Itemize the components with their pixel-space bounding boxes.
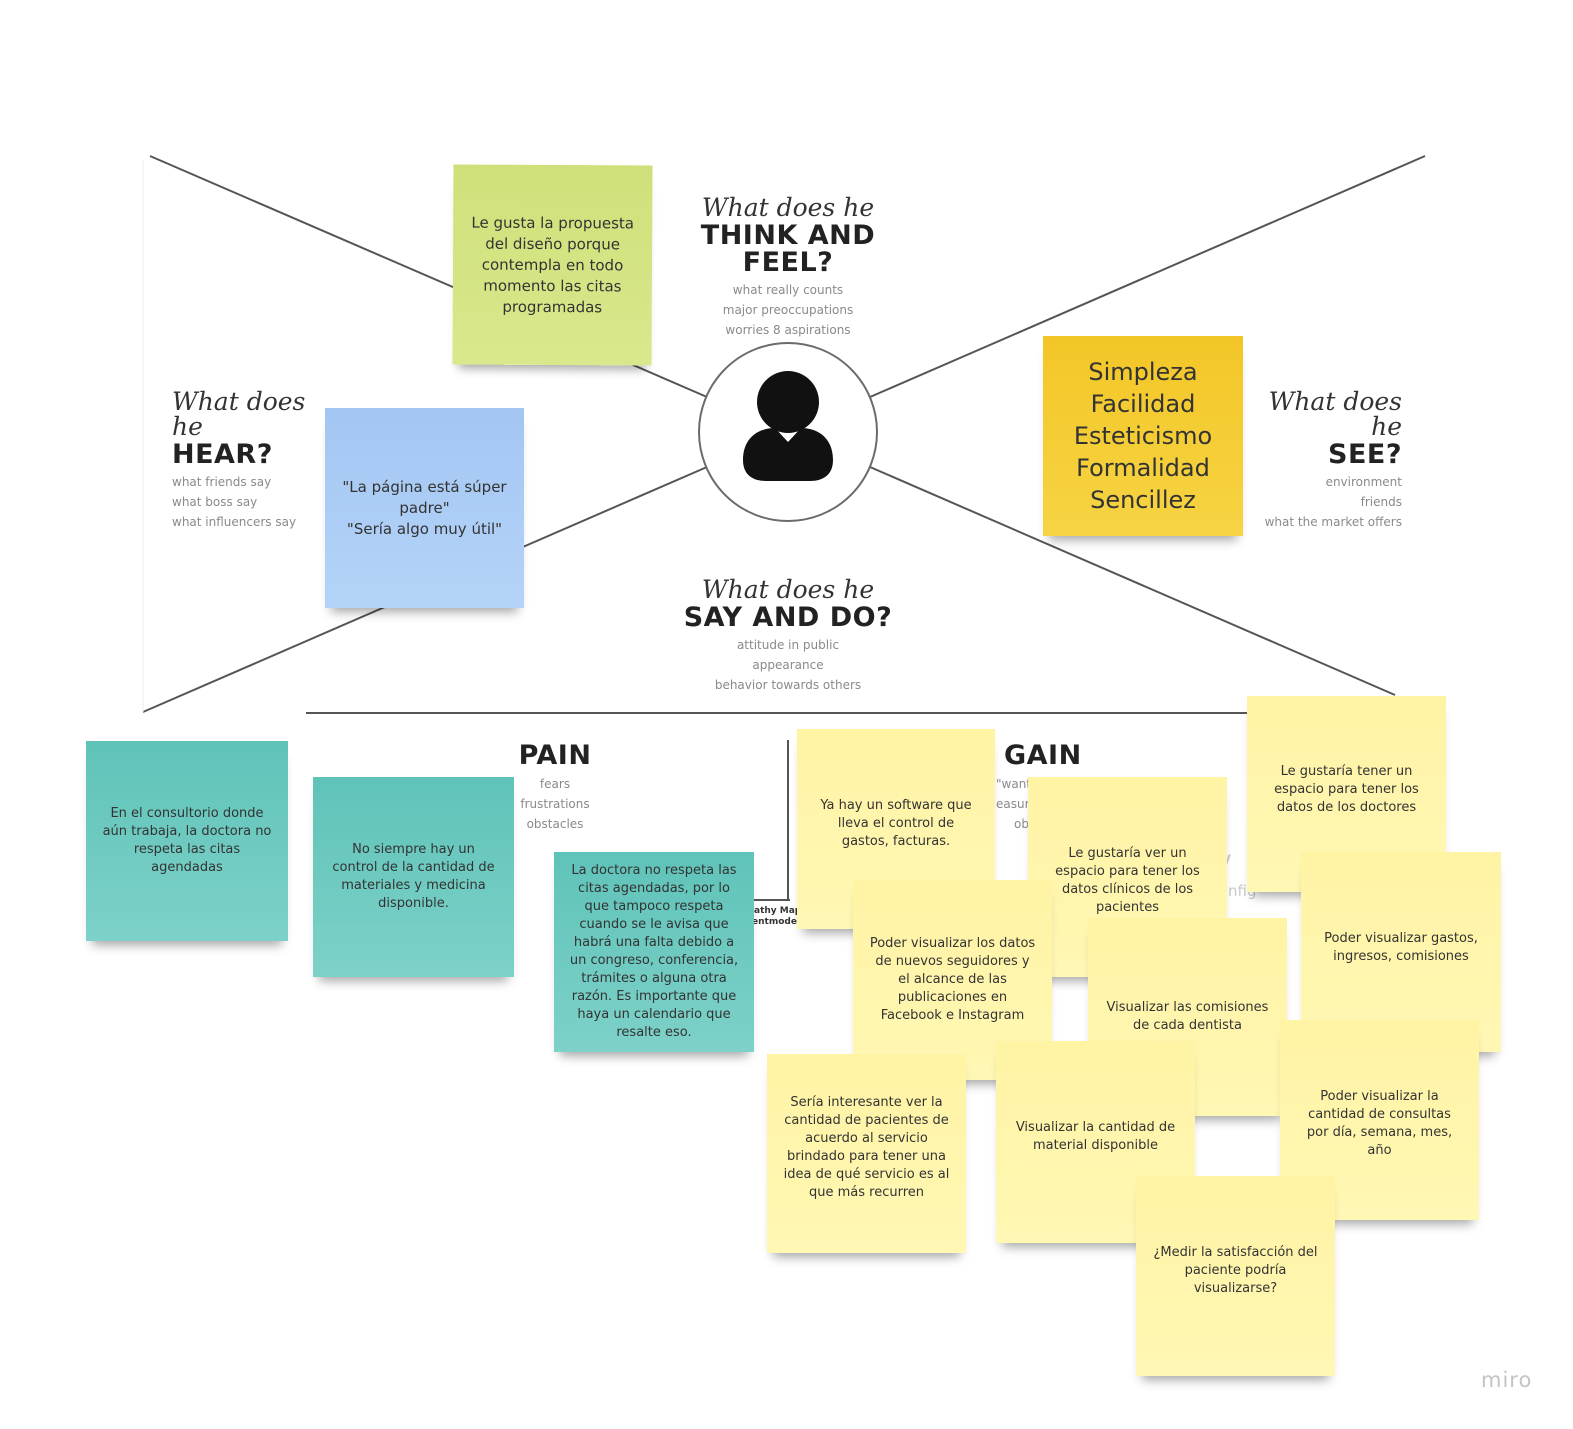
gain-line: ob (1014, 817, 1029, 831)
say-do-header: What does he SAY AND DO? attitude in pub… (676, 577, 900, 695)
note-text: Simpleza Facilidad Esteticismo Formalida… (1073, 358, 1213, 514)
see-line: environment (1325, 475, 1402, 489)
hear-script: What does he (172, 387, 306, 441)
see-script: What does he (1268, 387, 1402, 441)
center-avatar (698, 342, 878, 522)
note-text: "La página está súper padre" "Sería algo… (342, 477, 507, 538)
sticky-note-pain-3[interactable]: La doctora no respeta las citas agendada… (554, 852, 754, 1052)
note-text: Visualizar las comisiones de cada dentis… (1106, 1000, 1269, 1033)
think-subtitle: what really counts major preoccupations … (656, 280, 920, 340)
miro-watermark: miro (1481, 1368, 1533, 1392)
note-text: ¿Medir la satisfacción del paciente podr… (1153, 1245, 1318, 1296)
note-text: Le gustaría tener un espacio para tener … (1274, 764, 1419, 815)
hear-header: What does he HEAR? what friends say what… (172, 389, 332, 532)
caption-fragment-2: entmodel (752, 917, 801, 927)
note-text: Poder visualizar los datos de nuevos seg… (869, 936, 1036, 1023)
say-script: What does he (701, 575, 875, 604)
sticky-note-gain-7[interactable]: Sería interesante ver la cantidad de pac… (767, 1054, 966, 1253)
diagonal-top-right (869, 155, 1426, 398)
see-line: what the market offers (1264, 515, 1402, 529)
note-text: Visualizar la cantidad de material dispo… (1015, 1120, 1176, 1153)
gain-title: GAIN (1004, 740, 1082, 771)
say-subtitle: attitude in public appearance behavior t… (676, 635, 900, 695)
think-line: worries 8 aspirations (725, 323, 851, 337)
hear-line: what influencers say (172, 515, 297, 529)
see-header: What does he SEE? environment friends wh… (1240, 389, 1402, 532)
pain-subtitle: fears frustrations obstacles (505, 774, 605, 834)
gain-line: easure (996, 797, 1037, 811)
sticky-note-gain-6[interactable]: Poder visualizar gastos, ingresos, comis… (1301, 852, 1501, 1052)
gain-subtitle: "want easure ob (996, 774, 1096, 834)
note-text: En el consultorio donde aún trabaja, la … (102, 806, 272, 875)
see-subtitle: environment friends what the market offe… (1240, 472, 1402, 532)
see-line: friends (1360, 495, 1402, 509)
sticky-note-think[interactable]: Le gusta la propuesta del diseño porque … (452, 164, 653, 366)
note-text: Ya hay un software que lleva el control … (820, 798, 972, 849)
note-text: Sería interesante ver la cantidad de pac… (783, 1095, 950, 1200)
note-text: No siempre hay un control de la cantidad… (332, 842, 495, 911)
think-line: what really counts (732, 283, 844, 297)
think-script: What does he (701, 193, 875, 222)
note-text: La doctora no respeta las citas agendada… (569, 863, 739, 1040)
note-text: Le gusta la propuesta del diseño porque … (471, 213, 635, 316)
note-text: Poder visualizar gastos, ingresos, comis… (1324, 931, 1478, 964)
sticky-note-gain-4[interactable]: Poder visualizar los datos de nuevos seg… (853, 880, 1052, 1080)
user-silhouette-icon (743, 428, 833, 481)
sticky-note-hear[interactable]: "La página está súper padre" "Sería algo… (325, 408, 524, 608)
see-title: SEE? (1328, 439, 1402, 470)
user-silhouette-icon-head (757, 371, 819, 433)
hear-line: what boss say (172, 495, 258, 509)
sticky-note-pain-1[interactable]: En el consultorio donde aún trabaja, la … (86, 741, 288, 941)
say-title: SAY AND DO? (683, 602, 893, 633)
pain-header: PAIN fears frustrations obstacles (505, 742, 605, 834)
sticky-note-see[interactable]: Simpleza Facilidad Esteticismo Formalida… (1043, 336, 1243, 536)
think-line: major preoccupations (722, 303, 854, 317)
hear-line: what friends say (172, 475, 272, 489)
note-text: Le gustaría ver un espacio para tener lo… (1055, 846, 1200, 915)
note-text: Poder visualizar la cantidad de consulta… (1306, 1089, 1453, 1158)
pain-line: obstacles (526, 817, 584, 831)
pain-line: fears (539, 777, 571, 791)
caption-fragment-1: athy Map (754, 906, 802, 916)
pain-title: PAIN (518, 740, 592, 771)
think-title: THINK AND FEEL? (700, 220, 876, 278)
sticky-note-pain-2[interactable]: No siempre hay un control de la cantidad… (313, 777, 514, 977)
hear-title: HEAR? (172, 439, 273, 470)
say-line: appearance (752, 658, 824, 672)
gain-header: GAIN "want easure ob (996, 742, 1096, 834)
say-line: attitude in public (736, 638, 840, 652)
sticky-note-gain-10[interactable]: ¿Medir la satisfacción del paciente podr… (1136, 1176, 1335, 1376)
think-feel-header: What does he THINK AND FEEL? what really… (656, 195, 920, 340)
say-line: behavior towards others (714, 678, 862, 692)
gain-line: "want (996, 777, 1031, 791)
pain-line: frustrations (520, 797, 590, 811)
diagonal-bottom-right (869, 466, 1396, 696)
hear-subtitle: what friends say what boss say what infl… (172, 472, 332, 532)
